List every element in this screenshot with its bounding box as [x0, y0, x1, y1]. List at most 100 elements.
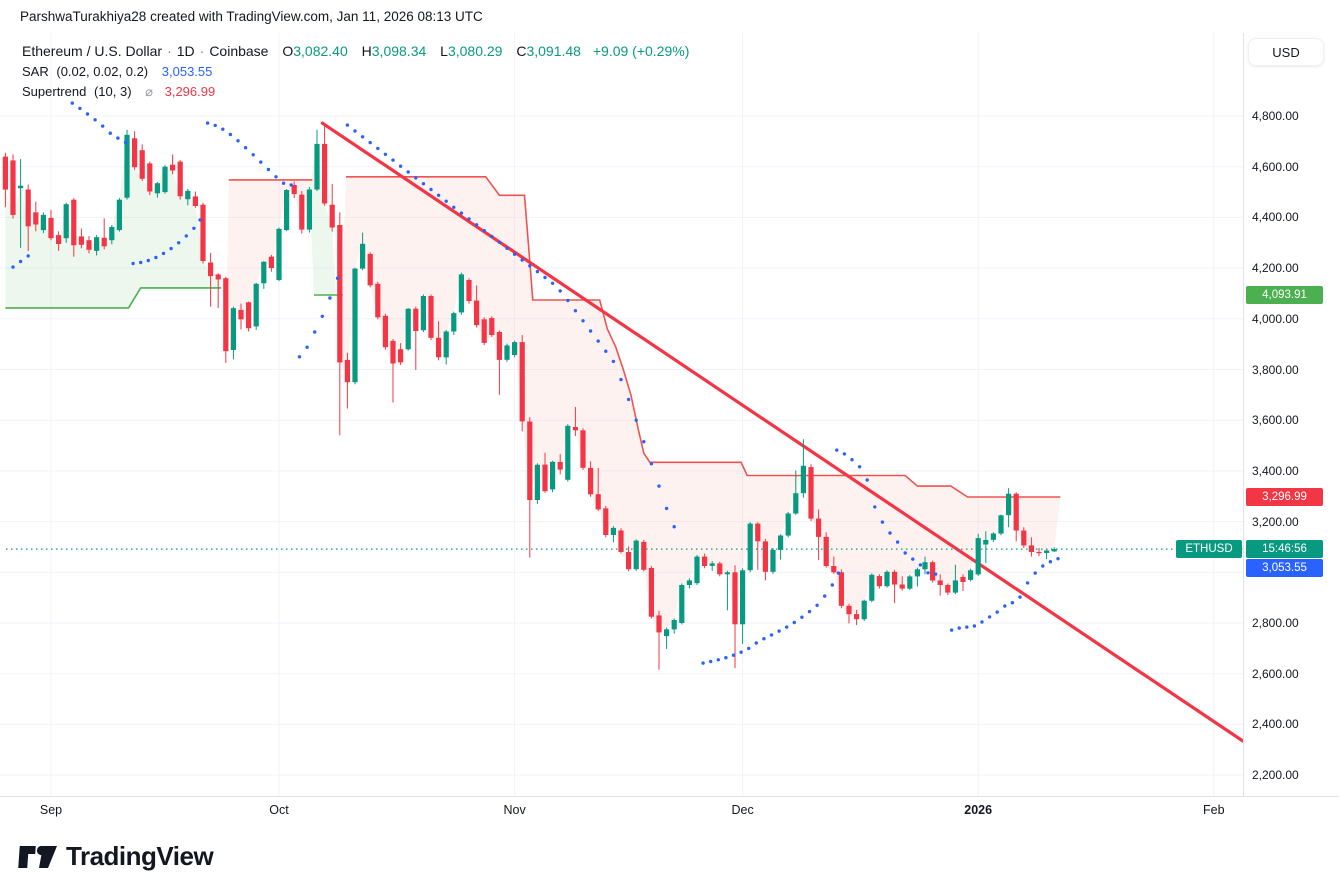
- sar-dot: [588, 329, 593, 333]
- sar-dot: [611, 359, 616, 364]
- candle: [458, 274, 464, 313]
- time-axis-border[interactable]: [0, 796, 1339, 797]
- candle: [375, 283, 381, 318]
- candle: [702, 556, 708, 566]
- supertrend-up-line: [5, 287, 222, 309]
- sar-dot: [236, 139, 240, 143]
- sar-dot: [474, 223, 479, 227]
- candle: [709, 563, 715, 566]
- candle: [314, 143, 320, 190]
- candle: [823, 536, 829, 566]
- time-tick-label: Feb: [1203, 803, 1225, 817]
- candle: [664, 629, 670, 637]
- supertrend-legend-row[interactable]: Supertrend (10, 3) ⌀ 3,296.99: [22, 82, 689, 102]
- sar-dot: [93, 118, 97, 122]
- candle: [78, 236, 84, 245]
- change-value: +9.09 (+0.29%): [592, 43, 690, 59]
- sar-dot: [657, 484, 661, 488]
- sar-dot: [701, 661, 705, 665]
- sar-dot: [259, 160, 263, 164]
- sar-dot: [328, 296, 332, 300]
- symbol-legend-row[interactable]: Ethereum / U.S. Dollar · 1D · Coinbase O3,08…: [22, 43, 690, 59]
- sar-dot: [221, 127, 225, 131]
- sar-dot: [161, 251, 166, 256]
- candle: [322, 143, 328, 204]
- sar-dot: [823, 594, 827, 598]
- candles: [2, 124, 1057, 670]
- candle: [975, 538, 981, 575]
- sar-dot: [281, 181, 286, 185]
- sar-dot: [177, 241, 181, 245]
- sar-dot: [528, 264, 532, 268]
- price-tick-label: 4,600.00: [1252, 159, 1299, 174]
- candle: [717, 563, 723, 575]
- candle: [223, 278, 229, 352]
- sar-dot: [709, 659, 713, 664]
- candle: [496, 332, 502, 360]
- sar-dot: [320, 314, 324, 318]
- candle: [1036, 552, 1042, 554]
- sar-dot: [116, 136, 120, 140]
- sar-dot: [1010, 601, 1015, 605]
- sar-dot: [918, 563, 923, 567]
- candle: [626, 552, 632, 570]
- candle: [428, 296, 434, 338]
- sar-dot: [414, 176, 418, 180]
- candle: [603, 508, 609, 535]
- candle: [892, 571, 898, 585]
- candle: [854, 614, 860, 620]
- candle: [580, 430, 586, 468]
- sar-legend-row[interactable]: SAR (0.02, 0.02, 0.2) 3,053.55: [22, 62, 689, 82]
- sar-dot: [815, 603, 819, 607]
- candle: [770, 550, 776, 572]
- grid: [0, 33, 1243, 796]
- high-value: 3,098.34: [371, 43, 427, 59]
- candle: [869, 574, 875, 601]
- exchange-label: Coinbase: [209, 43, 269, 59]
- sar-dot: [205, 121, 210, 125]
- sar-dot: [490, 234, 494, 239]
- candle: [983, 539, 989, 545]
- sar-dot: [429, 187, 433, 192]
- sar-dot: [444, 199, 448, 203]
- candle: [679, 585, 685, 623]
- sar-dot: [78, 106, 82, 111]
- candle: [489, 318, 495, 335]
- sar-dot: [792, 620, 796, 625]
- sar-dot: [873, 505, 877, 509]
- candle: [618, 530, 624, 552]
- trendline[interactable]: [320, 121, 1243, 743]
- sar-dot: [785, 625, 789, 629]
- sar-dot: [762, 637, 766, 641]
- tradingview-watermark[interactable]: TradingView: [18, 841, 214, 872]
- currency-toggle-button[interactable]: USD: [1248, 38, 1324, 66]
- supertrend-name: Supertrend: [22, 84, 87, 99]
- price-tick-label: 2,400.00: [1252, 717, 1299, 732]
- sar-dot: [995, 610, 999, 614]
- sar-dot: [482, 228, 486, 233]
- candle: [443, 331, 449, 358]
- candle: [747, 523, 753, 571]
- candle: [527, 421, 533, 501]
- candle: [557, 462, 563, 470]
- symbol-name: Ethereum / U.S. Dollar: [22, 43, 163, 59]
- sar-dot: [345, 123, 350, 127]
- sar-dot: [368, 140, 372, 145]
- candle: [876, 576, 882, 587]
- candle: [238, 309, 244, 320]
- sar-dot: [1003, 604, 1007, 608]
- candle: [671, 620, 677, 630]
- sar-dot: [11, 265, 15, 269]
- sar-dot: [619, 377, 623, 382]
- sar-dot: [800, 615, 804, 619]
- candle: [937, 580, 943, 585]
- sar-dot: [987, 615, 992, 619]
- candle: [405, 308, 411, 350]
- price-tick-label: 4,800.00: [1252, 109, 1299, 123]
- sar-dot: [376, 146, 380, 151]
- sar-dot: [1025, 581, 1030, 585]
- price-axis-border[interactable]: [1243, 33, 1244, 796]
- sar-dot: [965, 625, 969, 629]
- candle: [451, 313, 457, 332]
